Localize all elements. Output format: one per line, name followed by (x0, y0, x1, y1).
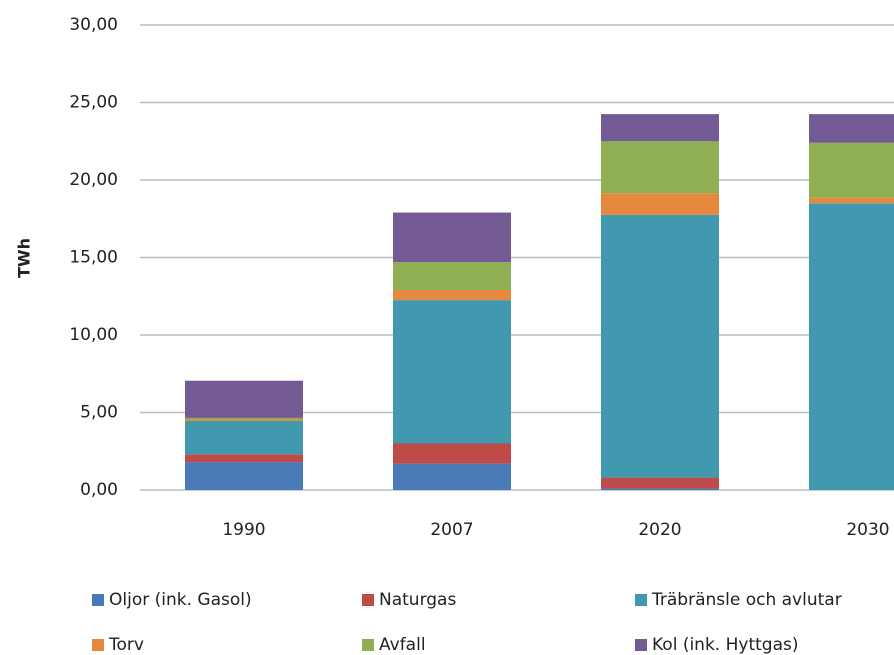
legend-swatch (92, 639, 104, 651)
legend-swatch (362, 639, 374, 651)
x-tick-label: 2030 (846, 520, 889, 540)
bar-segment (393, 443, 511, 464)
x-tick-label: 2020 (638, 520, 681, 540)
legend-label: Torv (108, 635, 144, 655)
bar-segment (393, 290, 511, 301)
y-tick-label: 10,00 (69, 325, 118, 345)
x-tick-label: 2007 (430, 520, 473, 540)
bar-segment (185, 417, 303, 420)
legend-swatch (362, 594, 374, 606)
bar-segment (809, 114, 894, 143)
bar-segment (809, 203, 894, 490)
bar-segment (185, 454, 303, 463)
legend-swatch (635, 594, 647, 606)
y-axis-label: TWh (15, 238, 34, 278)
y-tick-label: 5,00 (80, 403, 118, 423)
bar-segment (601, 214, 719, 478)
legend-label: Oljor (ink. Gasol) (109, 590, 252, 610)
legend-label: Avfall (379, 635, 426, 655)
legend-label: Kol (ink. Hyttgas) (652, 635, 798, 655)
bar-segment (601, 488, 719, 490)
bar-segment (601, 477, 719, 489)
y-tick-label: 25,00 (69, 93, 118, 113)
bar-segment (185, 462, 303, 490)
bar-segment (601, 114, 719, 142)
bar-segment (185, 419, 303, 422)
bar-segment (185, 380, 303, 418)
bar-segment (393, 262, 511, 291)
bar-segment (393, 300, 511, 444)
y-tick-label: 30,00 (69, 15, 118, 35)
bar-segment (393, 212, 511, 263)
legend-swatch (635, 639, 647, 651)
y-tick-label: 20,00 (69, 170, 118, 190)
bar-segment (185, 421, 303, 455)
bar-segment (601, 141, 719, 194)
bar-segment (809, 142, 894, 198)
bar-segment (601, 193, 719, 215)
legend-label: Träbränsle och avlutar (651, 590, 842, 610)
y-tick-label: 0,00 (80, 480, 118, 500)
legend-label: Naturgas (379, 590, 456, 610)
legend-swatch (92, 594, 104, 606)
bar-segment (809, 197, 894, 204)
y-tick-label: 15,00 (69, 248, 118, 268)
x-tick-label: 1990 (222, 520, 265, 540)
bar-segment (393, 463, 511, 490)
